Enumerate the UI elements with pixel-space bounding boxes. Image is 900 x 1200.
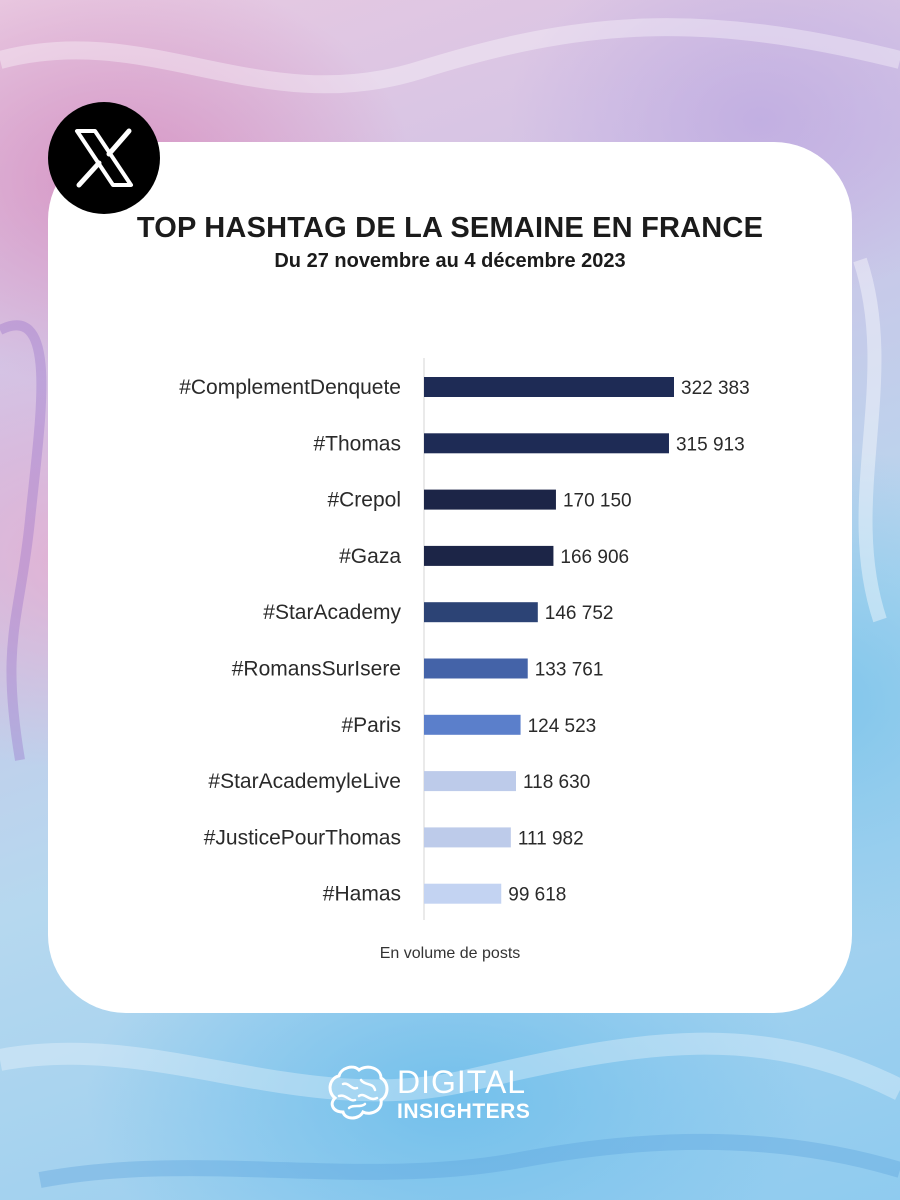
x-logo-icon xyxy=(48,102,160,214)
category-label: #Gaza xyxy=(339,545,401,568)
bar xyxy=(424,883,502,904)
data-label: 118 630 xyxy=(523,772,590,793)
category-label: #Thomas xyxy=(313,432,401,455)
bar xyxy=(424,545,554,566)
bar xyxy=(424,714,521,735)
category-label: #ComplementDenquete xyxy=(179,376,401,399)
data-label: 315 913 xyxy=(676,434,745,455)
brand-name-line1: DIGITAL xyxy=(397,1064,527,1100)
brand-logo: DIGITAL INSIGHTERS xyxy=(325,1060,555,1130)
category-label: #StarAcademyleLive xyxy=(208,770,401,793)
data-label: 322 383 xyxy=(681,378,750,399)
category-label: #Crepol xyxy=(327,489,401,512)
data-label: 111 982 xyxy=(518,828,584,849)
data-label: 170 150 xyxy=(563,491,632,512)
category-label: #Hamas xyxy=(323,883,401,906)
category-label: #StarAcademy xyxy=(263,601,401,624)
data-label: 99 618 xyxy=(508,885,566,906)
data-label: 146 752 xyxy=(545,603,614,624)
category-label: #JusticePourThomas xyxy=(204,826,401,849)
bar xyxy=(424,602,538,623)
bar xyxy=(424,377,674,397)
data-label: 124 523 xyxy=(528,716,597,737)
brain-icon xyxy=(328,1065,389,1120)
category-label: #RomansSurIsere xyxy=(232,658,401,681)
brand-name-line2: INSIGHTERS xyxy=(397,1100,531,1123)
category-label: #Paris xyxy=(341,714,401,737)
chart-subtitle: Du 27 novembre au 4 décembre 2023 xyxy=(274,250,626,272)
chart-note: En volume de posts xyxy=(379,945,521,962)
bar xyxy=(424,771,516,792)
bar xyxy=(424,827,511,848)
chart-card xyxy=(48,142,852,1013)
chart-title: TOP HASHTAG DE LA SEMAINE EN FRANCE xyxy=(136,212,764,244)
data-label: 166 906 xyxy=(560,547,629,568)
bar xyxy=(424,433,669,454)
bar xyxy=(424,489,556,510)
data-label: 133 761 xyxy=(535,660,604,681)
bar xyxy=(424,658,528,679)
